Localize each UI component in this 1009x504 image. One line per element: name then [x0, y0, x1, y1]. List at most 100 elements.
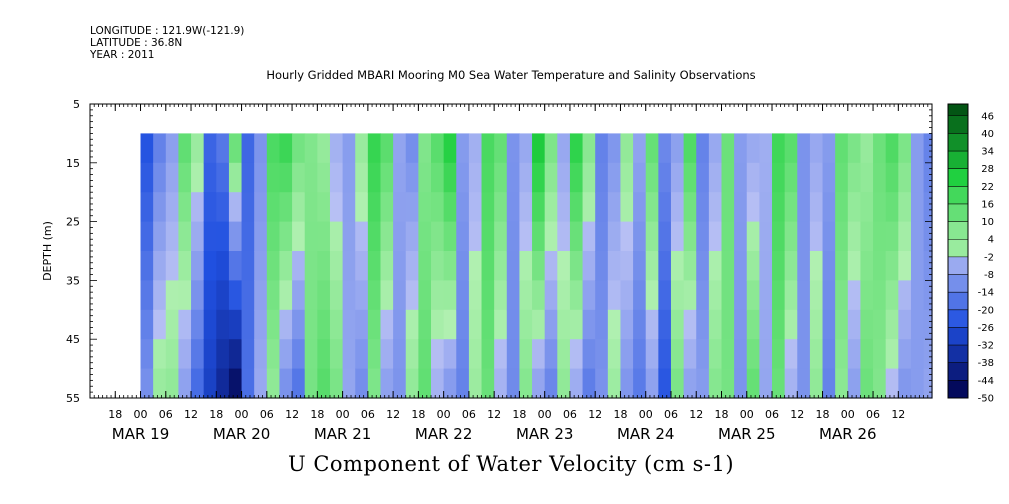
heatmap-cell [847, 133, 862, 164]
heatmap-cell [847, 280, 862, 311]
heatmap-cell [885, 368, 899, 399]
x-date-label: MAR 19 [112, 425, 169, 443]
heatmap-cell [544, 221, 558, 252]
heatmap-cell [494, 309, 508, 340]
heatmap-cell [923, 339, 933, 370]
heatmap-cell [898, 339, 912, 370]
heatmap-cell [519, 133, 533, 164]
heatmap-cell [456, 251, 470, 281]
heatmap-cell [772, 133, 786, 164]
heatmap-cell [683, 309, 697, 340]
x-hour-tick-label: 00 [336, 408, 350, 421]
heatmap-cell [304, 368, 318, 399]
heatmap-cell [822, 368, 836, 399]
heatmap-cell [216, 309, 230, 340]
heatmap-cell [494, 280, 508, 311]
heatmap-cell [304, 162, 318, 193]
y-tick-label: 55 [66, 392, 80, 405]
heatmap-cell [595, 251, 609, 281]
colorbar-label: -50 [978, 394, 994, 405]
heatmap-cell [784, 221, 798, 252]
heatmap-cell [443, 309, 457, 340]
colorbar-label: -38 [978, 358, 994, 369]
heatmap-cell [431, 251, 445, 281]
heatmap-cell [380, 221, 394, 252]
heatmap-cell [304, 339, 318, 370]
heatmap-cell [393, 221, 407, 252]
heatmap-cell [658, 192, 672, 223]
heatmap-cell [784, 368, 798, 399]
heatmap-cell [557, 221, 571, 252]
heatmap-cell [405, 192, 419, 223]
heatmap-cell [873, 339, 887, 370]
x-hour-tick-label: 06 [765, 408, 779, 421]
heatmap-cell [923, 133, 933, 164]
heatmap-cell [759, 339, 773, 370]
heatmap-cell [443, 251, 457, 281]
heatmap-cell [203, 339, 217, 370]
heatmap-cell [822, 192, 836, 223]
heatmap-cell [658, 221, 672, 252]
heatmap-cell [481, 368, 495, 399]
heatmap-cell [873, 162, 887, 193]
heatmap-cell [519, 280, 533, 311]
heatmap-cell [569, 368, 584, 399]
heatmap-cell [759, 192, 773, 223]
heatmap-cell [519, 339, 533, 370]
heatmap-cell [809, 251, 824, 281]
heatmap-cell [784, 339, 798, 370]
heatmap-cell [317, 339, 331, 370]
heatmap-cell [342, 162, 356, 193]
heatmap-cell [696, 280, 710, 311]
heatmap-cell [203, 280, 217, 311]
heatmap-cell [772, 162, 786, 193]
heatmap-cell [317, 221, 331, 252]
heatmap-cell [569, 162, 584, 193]
heatmap-cell [809, 162, 824, 193]
heatmap-cell [317, 162, 331, 193]
heatmap-cell [494, 192, 508, 223]
chart-title: Hourly Gridded MBARI Mooring M0 Sea Wate… [266, 68, 756, 82]
heatmap-cell [367, 133, 382, 164]
heatmap-cell [342, 192, 356, 223]
heatmap-cell [456, 133, 470, 164]
heatmap-cell [607, 133, 622, 164]
heatmap-cell [456, 280, 470, 311]
heatmap-cell [266, 251, 281, 281]
heatmap-cell [494, 251, 508, 281]
heatmap-cell [746, 368, 760, 399]
heatmap-cell [873, 251, 887, 281]
heatmap-cell [910, 162, 925, 193]
heatmap-cell [178, 133, 192, 164]
heatmap-cell [292, 221, 306, 252]
heatmap-cell [835, 162, 849, 193]
heatmap-cell [670, 192, 685, 223]
heatmap-cell [342, 280, 356, 311]
heatmap-cell [822, 133, 836, 164]
heatmap-cell [355, 162, 369, 193]
heatmap-cell [279, 309, 293, 340]
y-tick-label: 25 [66, 216, 80, 229]
heatmap-cell [595, 221, 609, 252]
heatmap-cell [734, 339, 748, 370]
heatmap-cell [809, 309, 824, 340]
heatmap-cell [797, 339, 811, 370]
heatmap-cell [696, 368, 710, 399]
heatmap-cell [228, 162, 243, 193]
heatmap-cell [734, 221, 748, 252]
heatmap-cell [266, 309, 281, 340]
heatmap-cell [431, 192, 445, 223]
heatmap-cell [506, 221, 521, 252]
heatmap-cell [431, 309, 445, 340]
heatmap-cell [519, 221, 533, 252]
heatmap-cell [431, 368, 445, 399]
heatmap-cell [254, 162, 268, 193]
heatmap-cell [153, 221, 167, 252]
heatmap-cell [633, 251, 647, 281]
heatmap-cell [279, 133, 293, 164]
heatmap-cell [923, 192, 933, 223]
heatmap-cell [835, 280, 849, 311]
heatmap-cell [456, 162, 470, 193]
heatmap-cell [203, 368, 217, 399]
colorbar-swatch [948, 151, 968, 169]
